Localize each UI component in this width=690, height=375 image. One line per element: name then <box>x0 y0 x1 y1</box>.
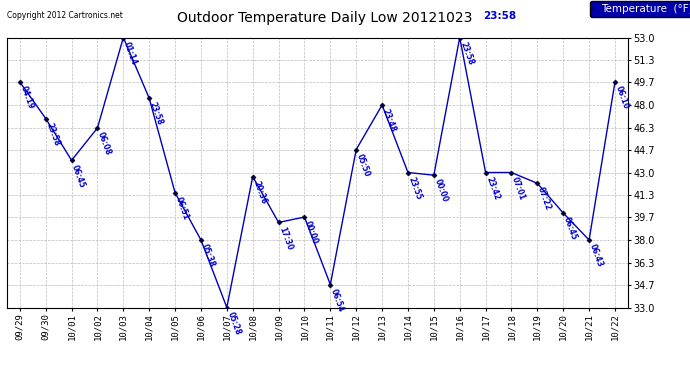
Text: 05:38: 05:38 <box>199 243 216 268</box>
Text: 23:55: 23:55 <box>406 175 423 201</box>
Text: Copyright 2012 Cartronics.net: Copyright 2012 Cartronics.net <box>7 11 123 20</box>
Text: 07:22: 07:22 <box>536 186 553 212</box>
Text: 20:36: 20:36 <box>251 179 268 205</box>
Text: 06:45: 06:45 <box>562 216 578 242</box>
Legend: Temperature  (°F): Temperature (°F) <box>590 1 690 17</box>
Text: 00:00: 00:00 <box>433 178 449 204</box>
Text: 23:58: 23:58 <box>483 11 516 21</box>
Text: 06:51: 06:51 <box>174 195 190 221</box>
Text: 06:10: 06:10 <box>613 85 630 111</box>
Text: 04:19: 04:19 <box>19 85 35 111</box>
Text: 23:42: 23:42 <box>484 175 501 201</box>
Text: 23:58: 23:58 <box>148 101 164 127</box>
Text: 17:30: 17:30 <box>277 225 294 251</box>
Text: 23:58: 23:58 <box>44 121 61 147</box>
Text: 06:43: 06:43 <box>588 243 604 268</box>
Text: 01:14: 01:14 <box>122 40 139 66</box>
Text: 07:01: 07:01 <box>510 175 526 201</box>
Text: 06:08: 06:08 <box>96 131 112 157</box>
Text: 05:50: 05:50 <box>355 152 371 178</box>
Text: 00:00: 00:00 <box>303 220 319 246</box>
Text: 23:58: 23:58 <box>458 40 475 66</box>
Text: 06:45: 06:45 <box>70 163 87 189</box>
Text: 06:54: 06:54 <box>329 287 346 313</box>
Text: 05:28: 05:28 <box>226 310 242 336</box>
Text: 23:48: 23:48 <box>381 108 397 134</box>
Text: Outdoor Temperature Daily Low 20121023: Outdoor Temperature Daily Low 20121023 <box>177 11 472 25</box>
